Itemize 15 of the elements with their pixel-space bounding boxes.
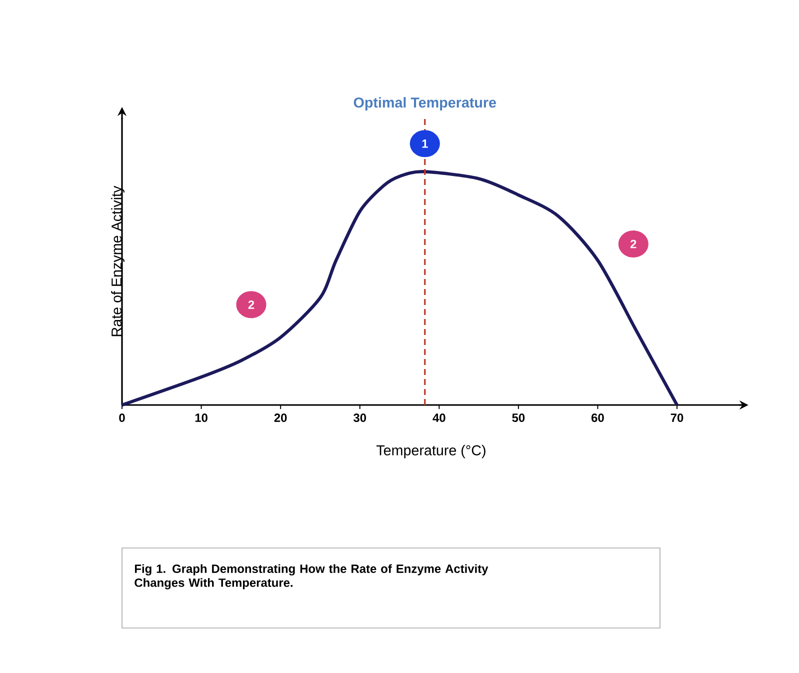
- annotation: 2: [630, 240, 636, 248]
- caption: Fig 1. Graph Demonstrating How the Rate of Enzyme Activity Changes With Temperature.: [134, 564, 488, 590]
- x-tick-label: 50: [512, 414, 525, 422]
- x-tick-label: 70: [670, 414, 684, 422]
- x-axis-title: Temperature (°C): [376, 444, 486, 458]
- x-tick-label: 30: [353, 414, 366, 422]
- x-tick-label: 60: [592, 414, 604, 422]
- x-tick-label: 20: [274, 414, 287, 422]
- annotation: 2: [248, 300, 254, 309]
- ref-line-label: Optimal Temperature: [354, 97, 496, 110]
- y-axis-title: Rate of Enzyme Activity: [111, 186, 124, 336]
- x-tick-label: 10: [195, 414, 208, 422]
- x-tick-label: 0: [119, 414, 125, 422]
- x-tick-label: 40: [432, 414, 446, 422]
- annotation: 1: [422, 140, 428, 148]
